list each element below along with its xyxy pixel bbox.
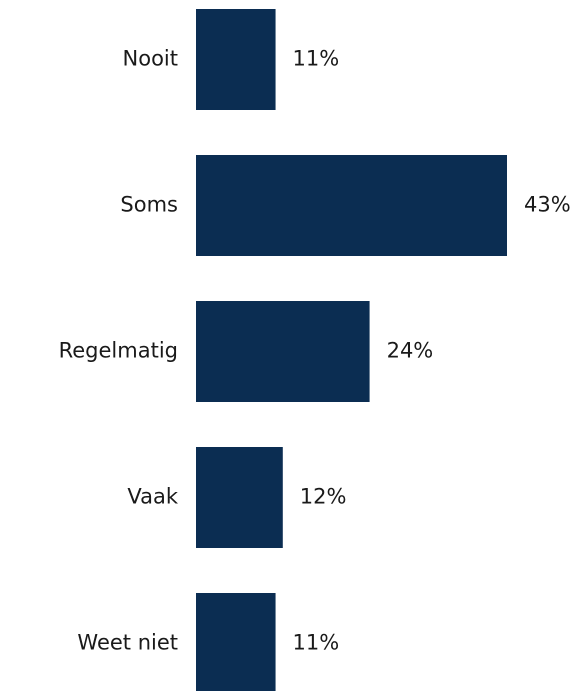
category-label: Weet niet <box>77 631 178 655</box>
category-label: Soms <box>120 193 178 217</box>
category-label: Vaak <box>127 485 178 509</box>
bar <box>196 593 276 691</box>
bar <box>196 301 370 402</box>
category-label: Regelmatig <box>59 339 178 363</box>
bar <box>196 447 283 548</box>
bar <box>196 9 276 110</box>
value-label: 11% <box>293 47 340 71</box>
value-label: 24% <box>387 339 434 363</box>
value-label: 43% <box>524 193 571 217</box>
value-label: 12% <box>300 485 347 509</box>
bar <box>196 155 507 256</box>
value-label: 11% <box>293 631 340 655</box>
category-label: Nooit <box>123 47 178 71</box>
